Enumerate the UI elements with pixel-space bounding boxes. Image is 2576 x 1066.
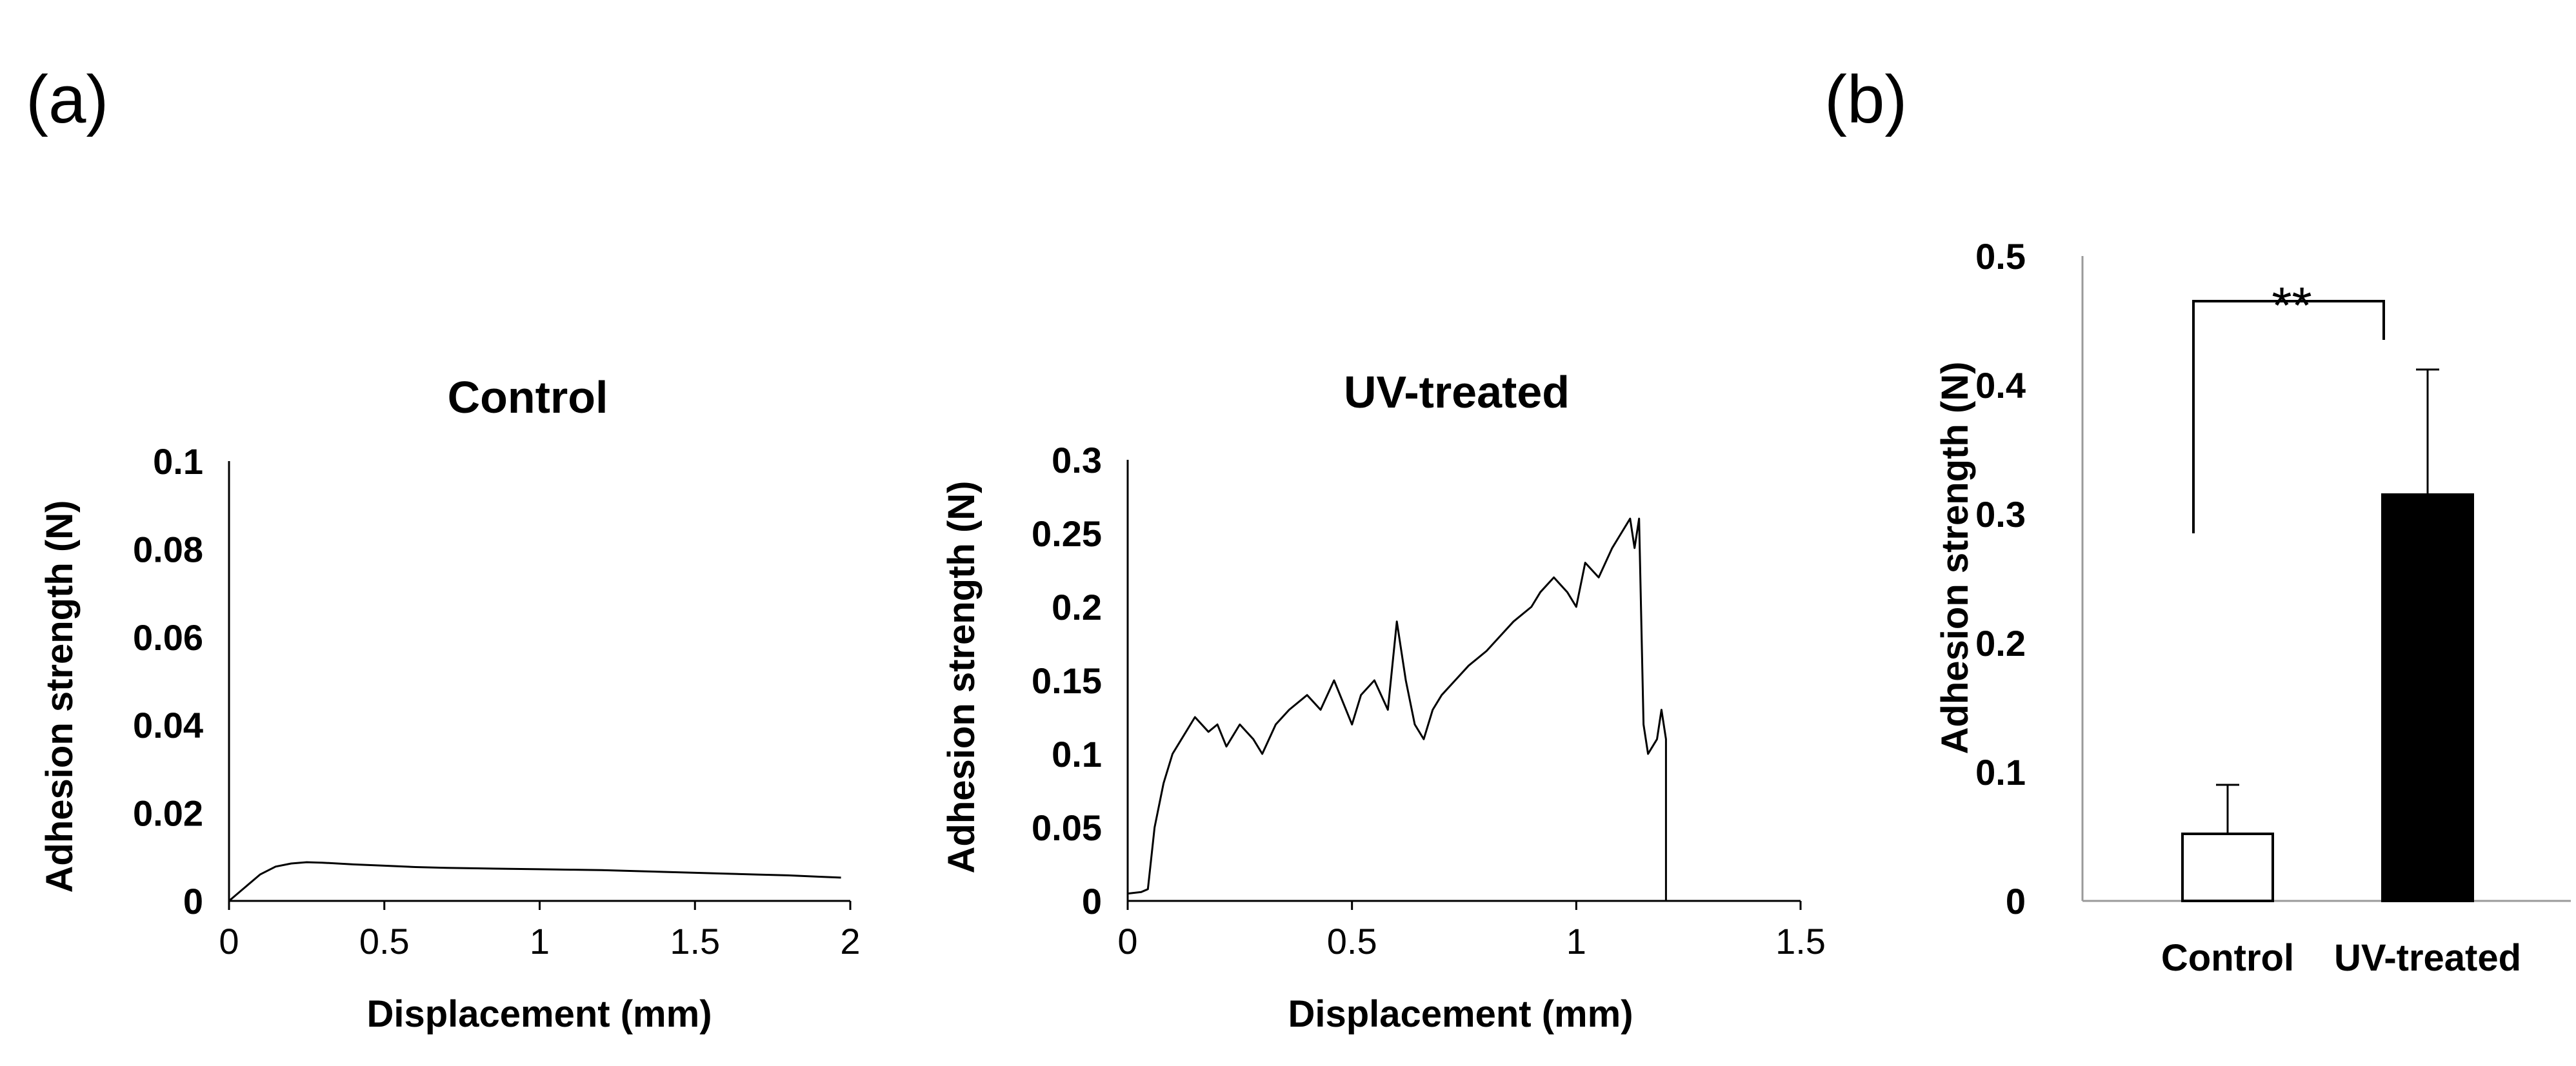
adhesion-bar-chart: Adhesion strength (N) 0 0.1 0.2 0.3 0.4 0.5 C… <box>1934 236 2571 979</box>
control-series-line <box>228 861 841 902</box>
bar-uv-treated <box>2381 493 2474 902</box>
bar-y-axis-label: Adhesion strength (N) <box>1934 362 1976 755</box>
significance-marker: ** <box>2271 277 2311 334</box>
bar-y-tick-label: 0.5 <box>1975 236 2026 277</box>
control-x-axis-label: Displacement (mm) <box>366 993 712 1035</box>
control-y-tick-label: 0 <box>183 881 203 922</box>
bar-control <box>2181 833 2274 902</box>
control-x-tick-label: 1 <box>530 921 550 962</box>
panel-label-a: (a) <box>26 62 108 137</box>
uv-y-tick-label: 0.2 <box>1052 587 1102 627</box>
control-x-tick-label: 0 <box>219 921 239 962</box>
uv-y-tick-label: 0.05 <box>1032 807 1102 848</box>
control-x-tick-label: 1.5 <box>670 921 720 962</box>
uv-x-axis-label: Displacement (mm) <box>1288 993 1633 1035</box>
control-x-tick-label: 0.5 <box>359 921 410 962</box>
control-chart-title: Control <box>448 372 608 422</box>
bar-y-tick-label: 0.2 <box>1975 623 2026 664</box>
uv-y-tick-label: 0.3 <box>1052 440 1102 480</box>
uv-y-tick-label: 0.1 <box>1052 734 1102 775</box>
uv-x-tick-label: 1.5 <box>1775 921 1826 962</box>
control-y-tick-label: 0.08 <box>133 529 203 569</box>
panel-label-b: (b) <box>1824 62 1907 137</box>
uv-x-tick-label: 1 <box>1566 921 1586 962</box>
control-y-axis-label: Adhesion strength (N) <box>39 500 81 893</box>
bar-y-tick-label: 0.1 <box>1975 752 2026 793</box>
uv-y-axis-label: Adhesion strength (N) <box>941 481 983 874</box>
category-label: UV-treated <box>2334 937 2521 979</box>
uv-y-tick-label: 0 <box>1082 881 1102 922</box>
category-label: Control <box>2161 937 2294 979</box>
control-x-tick-label: 2 <box>840 921 860 962</box>
control-y-tick-label: 0.02 <box>133 793 203 834</box>
uv-y-tick-label: 0.15 <box>1032 660 1102 701</box>
uv-y-tick-label: 0.25 <box>1032 513 1102 554</box>
bar-y-tick-label: 0.3 <box>1975 494 2026 535</box>
uv-x-tick-label: 0 <box>1117 921 1137 962</box>
bar-y-tick-label: 0 <box>2006 881 2026 922</box>
uv-x-tick-label: 0.5 <box>1327 921 1377 962</box>
uv-chart-title: UV-treated <box>1344 367 1570 417</box>
bar-y-tick-label: 0.4 <box>1975 365 2026 406</box>
control-y-tick-label: 0.04 <box>133 705 203 745</box>
uv-series-line <box>1127 517 1667 901</box>
control-y-tick-label: 0.1 <box>153 441 203 482</box>
uv-treated-line-chart: UV-treated Adhesion strength (N) Displac… <box>941 367 1826 1035</box>
significance-bracket <box>2192 300 2385 533</box>
control-y-tick-label: 0.06 <box>133 617 203 658</box>
control-line-chart: Control Adhesion strength (N) Displaceme… <box>39 372 861 1035</box>
